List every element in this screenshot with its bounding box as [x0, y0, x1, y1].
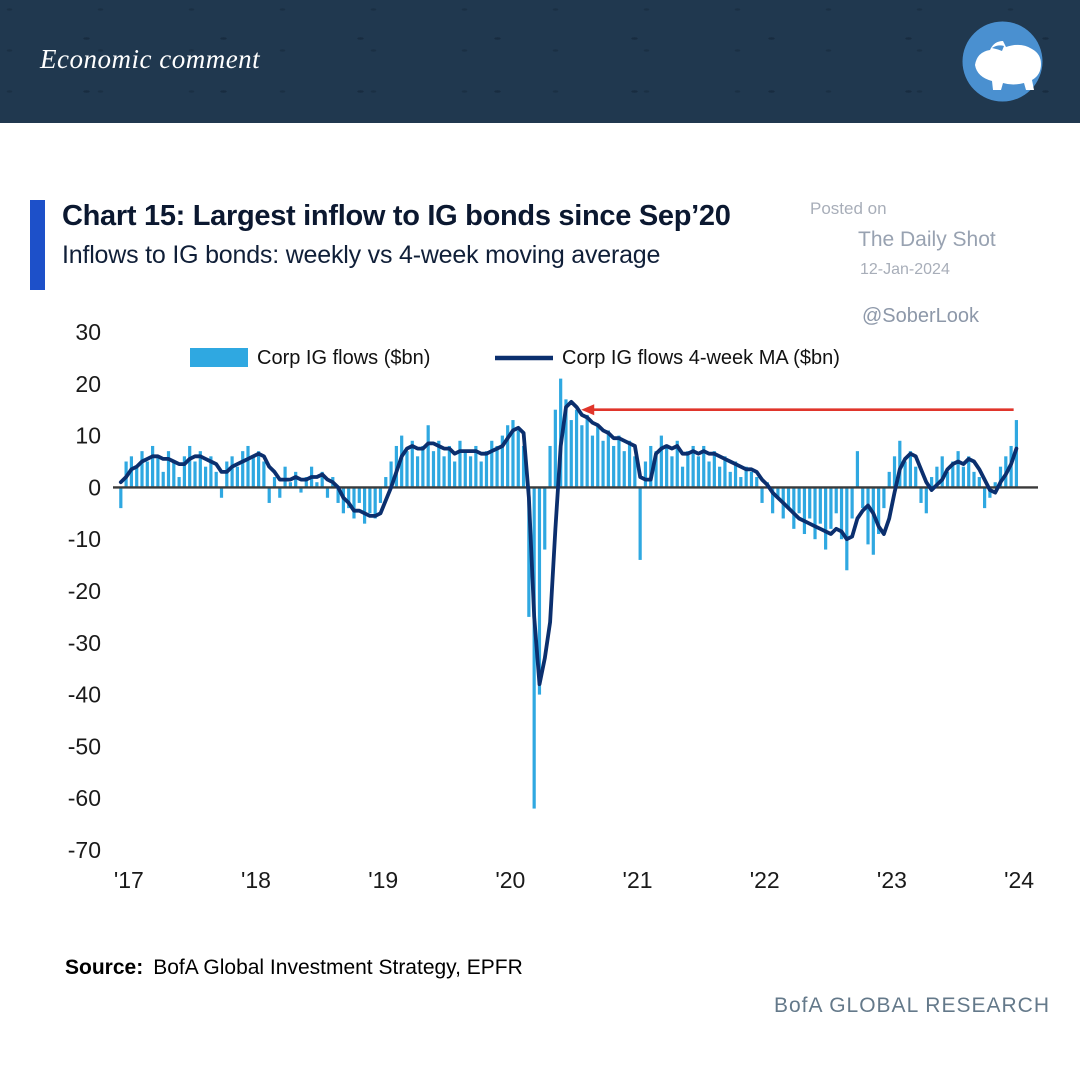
svg-text:-60: -60 — [68, 785, 101, 811]
svg-text:'19: '19 — [368, 867, 398, 893]
chart-area: Corp IG flows ($bn) Corp IG flows 4-week … — [25, 306, 1055, 906]
bull-logo-icon — [962, 21, 1043, 102]
svg-text:-20: -20 — [68, 578, 101, 604]
banner-title: Economic comment — [40, 44, 261, 74]
svg-text:-30: -30 — [68, 630, 101, 656]
svg-text:-50: -50 — [68, 733, 101, 759]
watermark-block: Posted on The Daily Shot 12-Jan-2024 @So… — [810, 200, 996, 326]
svg-text:-70: -70 — [68, 837, 101, 863]
svg-text:30: 30 — [75, 319, 101, 345]
svg-text:10: 10 — [75, 423, 101, 449]
source-label: Source: — [65, 956, 144, 979]
chart-title: Chart 15: Largest inflow to IG bonds sin… — [62, 200, 731, 232]
source-line: Source: BofA Global Investment Strategy, … — [65, 956, 523, 980]
svg-text:'22: '22 — [750, 867, 780, 893]
source-text: BofA Global Investment Strategy, EPFR — [153, 956, 523, 979]
svg-text:'20: '20 — [495, 867, 525, 893]
svg-text:'21: '21 — [623, 867, 653, 893]
watermark-handle: @SoberLook — [862, 305, 980, 327]
svg-text:20: 20 — [75, 371, 101, 397]
chart-header: Chart 15: Largest inflow to IG bonds sin… — [30, 200, 731, 290]
chart-subtitle: Inflows to IG bonds: weekly vs 4-week mo… — [62, 241, 661, 269]
watermark-posted-on: Posted on — [810, 199, 887, 218]
svg-text:0: 0 — [88, 474, 101, 500]
svg-text:'18: '18 — [241, 867, 271, 893]
watermark-site: The Daily Shot — [858, 228, 996, 251]
svg-text:'17: '17 — [114, 867, 144, 893]
svg-text:-40: -40 — [68, 682, 101, 708]
svg-text:Corp IG flows ($bn): Corp IG flows ($bn) — [257, 347, 430, 369]
svg-text:'24: '24 — [1004, 867, 1034, 893]
top-banner: Economic comment — [0, 0, 1080, 123]
title-accent-bar — [30, 200, 45, 290]
svg-text:-10: -10 — [68, 526, 101, 552]
svg-text:'23: '23 — [877, 867, 907, 893]
svg-text:Corp IG flows 4-week MA ($bn): Corp IG flows 4-week MA ($bn) — [562, 347, 840, 369]
research-branding: BofA GLOBAL RESEARCH — [774, 994, 1050, 1017]
watermark-date: 12-Jan-2024 — [860, 261, 950, 278]
chart-canvas: Corp IG flows ($bn) Corp IG flows 4-week … — [68, 319, 1038, 893]
